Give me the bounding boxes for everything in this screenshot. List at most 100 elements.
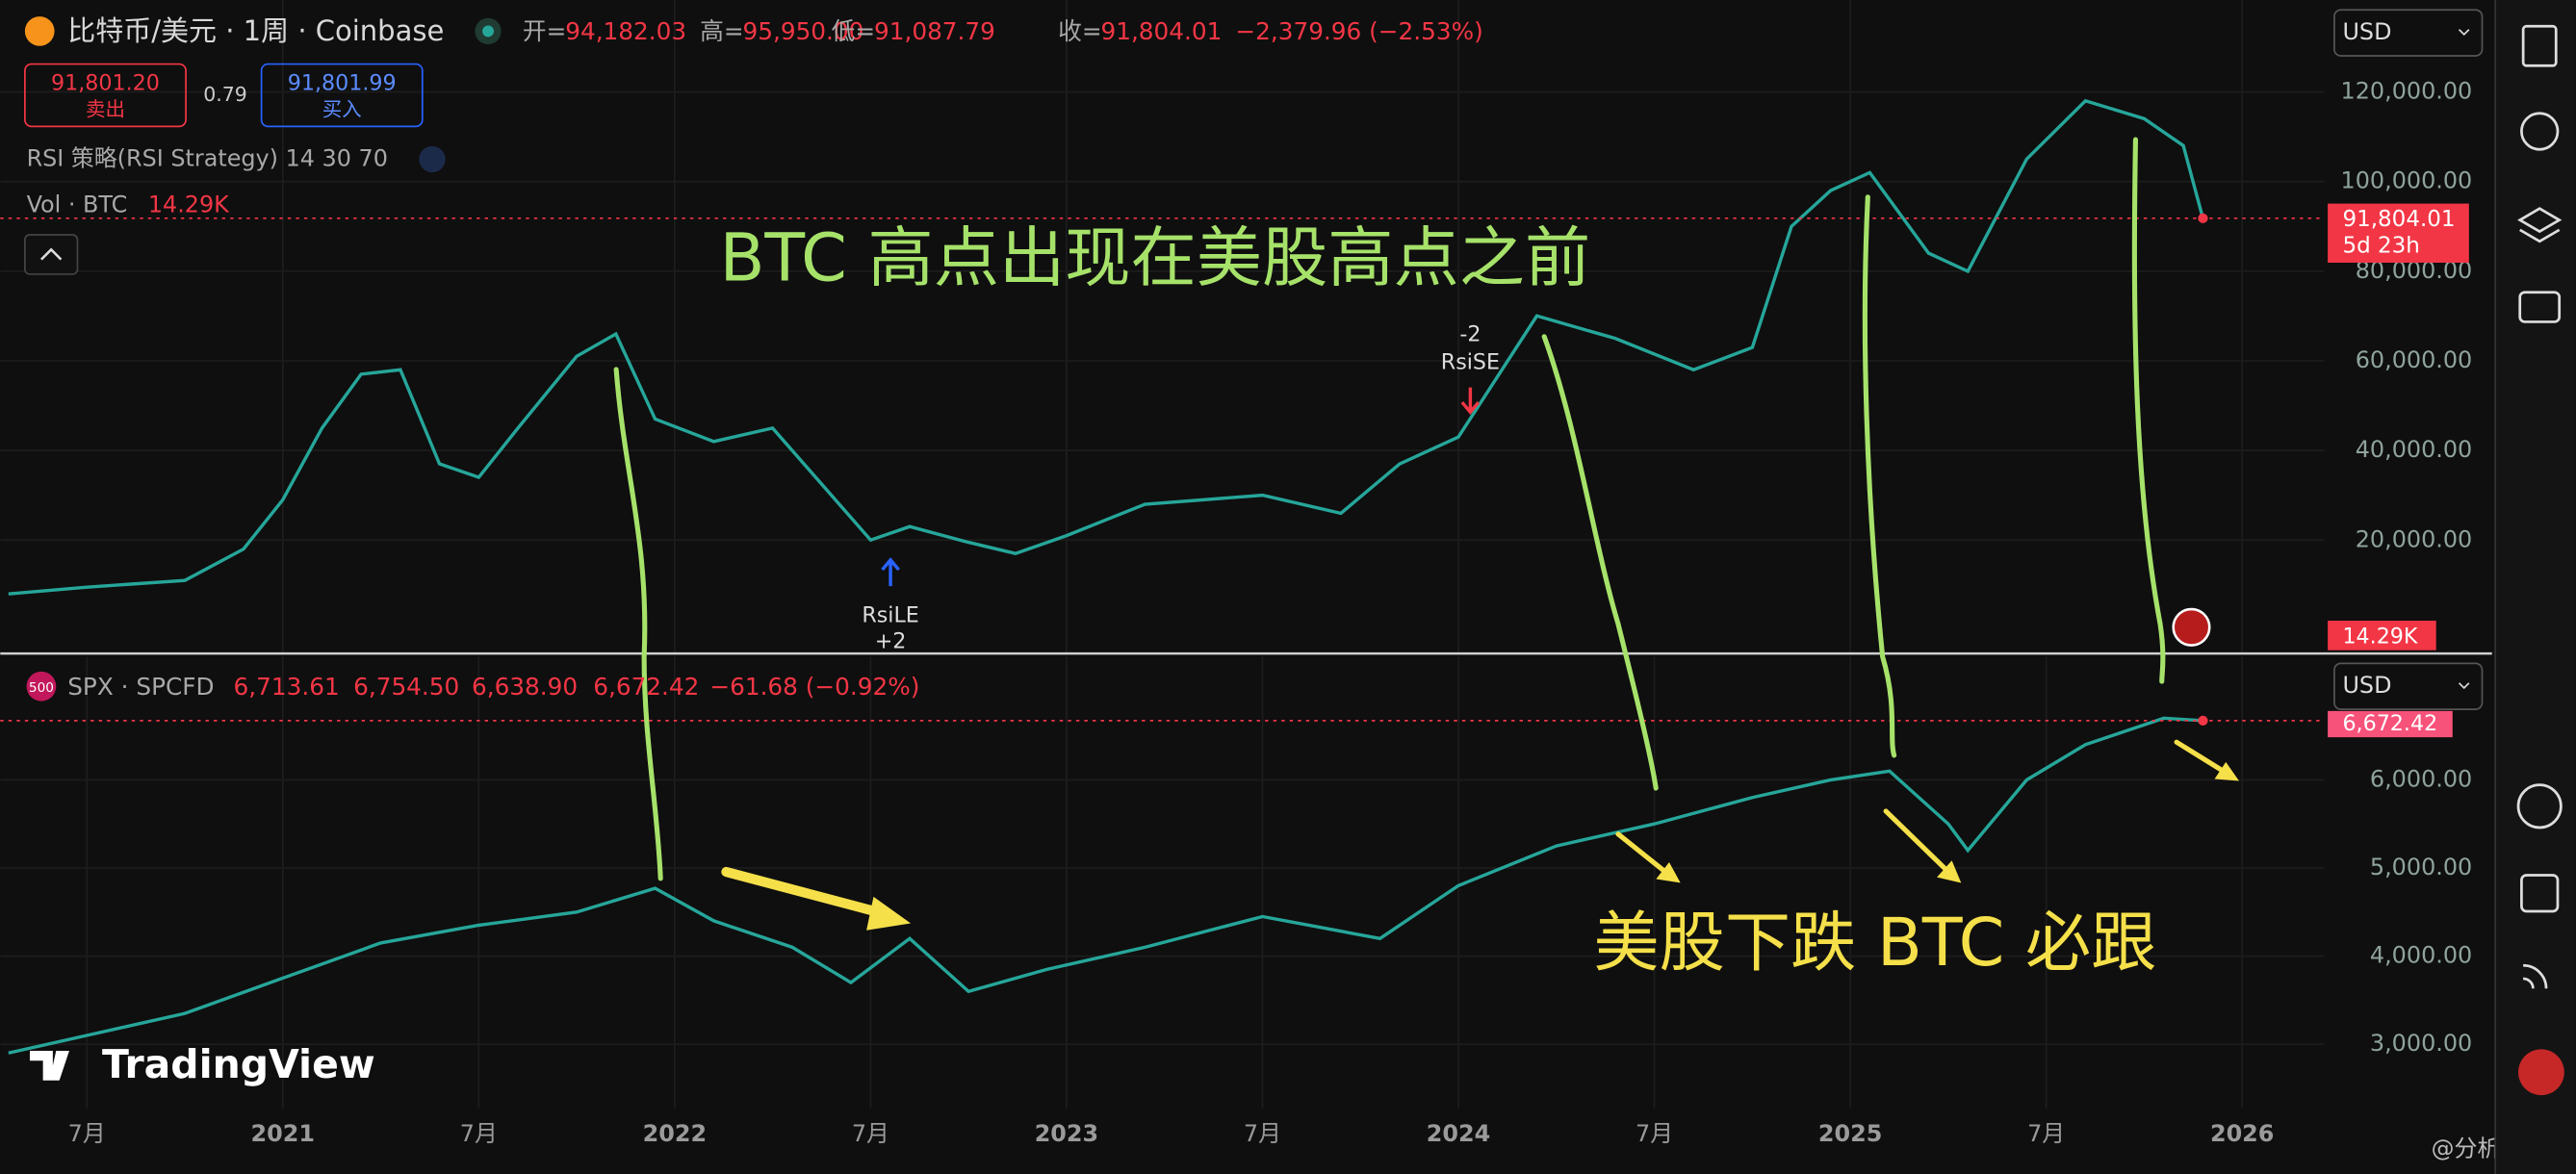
currency-select[interactable] <box>2333 662 2484 710</box>
short-arrow <box>1460 387 1481 415</box>
change: −2,379.96 (−2.53%) <box>1235 17 1482 45</box>
short-signal: RsiSE <box>1441 350 1500 375</box>
hand-line <box>1862 194 1897 758</box>
volume-label: Vol · BTC <box>27 191 128 217</box>
y-tick-label: 5,000.00 <box>2370 854 2472 880</box>
strategy-icon[interactable] <box>419 145 446 173</box>
tool-icon[interactable] <box>2516 783 2563 829</box>
y-tick-label: 20,000.00 <box>2356 525 2473 552</box>
spx-value: 6,672.42 <box>593 673 699 701</box>
x-tick-label: 7月 <box>68 1120 106 1147</box>
sell-button[interactable] <box>24 63 187 128</box>
flag-icon[interactable] <box>2172 607 2211 647</box>
buy-button[interactable] <box>260 63 424 128</box>
buy-label: 买入 <box>322 97 362 120</box>
btc-price-tag: 91,804.01 <box>2342 207 2455 232</box>
x-tick-label: 2022 <box>643 1120 707 1147</box>
y-tick-label: 60,000.00 <box>2356 346 2473 373</box>
x-tick-label: 7月 <box>852 1120 889 1147</box>
x-tick-label: 2021 <box>251 1120 315 1147</box>
currency-select[interactable] <box>2333 9 2484 57</box>
spx-symbol: SPX · SPCFD <box>67 673 214 701</box>
price-line <box>8 98 2205 596</box>
last-point <box>2198 715 2208 726</box>
spx-value: −61.68 (−0.92%) <box>709 673 919 701</box>
y-tick-label: 120,000.00 <box>2341 77 2473 104</box>
ohlc-label: 高= <box>700 17 743 45</box>
buy-price: 91,801.99 <box>288 71 397 96</box>
arrow-head <box>2214 761 2239 781</box>
long-signal: RsiLE <box>862 602 918 627</box>
tool-icon[interactable] <box>2518 291 2562 323</box>
tool-icon[interactable] <box>2518 1049 2564 1096</box>
volume-tag-text: 14.29K <box>2342 625 2417 650</box>
y-tick-label: 100,000.00 <box>2341 167 2473 194</box>
y-tick-label: 3,000.00 <box>2370 1030 2472 1057</box>
x-tick-label: 7月 <box>1244 1120 1281 1147</box>
currency: USD <box>2342 672 2391 699</box>
symbol: 比特币/美元 · 1周 · Coinbase <box>67 14 444 47</box>
ohlc-label: 低= <box>832 17 875 45</box>
collapse-button[interactable] <box>24 234 79 275</box>
ohlc-value: 91,804.01 <box>1100 17 1222 45</box>
tool-icon[interactable] <box>2520 112 2560 151</box>
long-arrow <box>881 557 900 587</box>
spread: 0.79 <box>203 83 247 106</box>
arrow <box>721 866 892 920</box>
yellow-arrows <box>721 739 2239 931</box>
x-tick-label: 2025 <box>1818 1120 1882 1147</box>
last-point <box>2198 213 2208 223</box>
grid: 20,000.0040,000.0060,000.0080,000.00100,… <box>0 0 2472 1147</box>
x-tick-label: 2026 <box>2210 1120 2274 1147</box>
spx-value: 6,713.61 <box>234 673 340 701</box>
volume-value: 14.29K <box>148 191 230 217</box>
logo: TradingView <box>102 1041 375 1087</box>
arrow <box>1883 808 1949 873</box>
tool-icon[interactable] <box>2517 207 2563 243</box>
spx-icon-text: 500 <box>29 680 54 696</box>
btc-note: BTC 高点出现在美股高点之前 <box>720 221 1591 297</box>
tool-icon[interactable] <box>2521 24 2558 67</box>
arrow-head <box>1937 860 1962 883</box>
hand-line <box>613 367 663 881</box>
arrow-head <box>1656 861 1681 883</box>
strategy: RSI 策略(RSI Strategy) 14 30 70 <box>27 145 388 172</box>
hand-line <box>2131 137 2166 684</box>
sell-price: 91,801.20 <box>51 71 160 96</box>
price-line <box>8 716 2203 1055</box>
short-qty: -2 <box>1459 322 1481 347</box>
spx-tag <box>2328 710 2453 738</box>
ohlc-label: 收= <box>1058 17 1101 45</box>
spx-values: 6,713.61 6,754.50 6,638.90 6,672.42 −61.68 (… <box>234 673 920 701</box>
status-dot <box>482 25 495 38</box>
logo-icon <box>29 1051 69 1081</box>
countdown: 5d 23h <box>2342 233 2419 258</box>
x-tick-label: 7月 <box>2027 1120 2065 1147</box>
y-tick-label: 6,000.00 <box>2370 765 2472 792</box>
arrow-head <box>866 896 912 931</box>
hand-line <box>1541 334 1659 791</box>
long-qty: +2 <box>875 629 907 654</box>
ohlc: 开=94,182.03 高=95,950.00低=91,087.79 收=91,80… <box>523 17 1223 45</box>
spx-value: 6,638.90 <box>472 673 578 701</box>
y-tick-label: 4,000.00 <box>2370 942 2472 969</box>
ohlc-value: 91,087.79 <box>874 17 995 45</box>
tool-icon[interactable] <box>2522 963 2548 989</box>
x-tick-label: 2023 <box>1035 1120 1098 1147</box>
plots <box>0 98 2325 1055</box>
collapse-icon <box>40 247 63 261</box>
ohlc-value: 94,182.03 <box>565 17 686 45</box>
spx-value: 6,754.50 <box>353 673 459 701</box>
sell-label: 卖出 <box>86 97 125 120</box>
x-tick-label: 2024 <box>1427 1120 1490 1147</box>
toolbar <box>2495 0 2576 1174</box>
arrow <box>2174 739 2228 775</box>
arrow <box>1615 831 1670 877</box>
ohlc-value: 95,950.00 <box>743 17 864 45</box>
x-tick-label: 7月 <box>460 1120 498 1147</box>
tool-icon[interactable] <box>2520 874 2560 913</box>
x-tick-label: 7月 <box>1636 1120 1673 1147</box>
select-caret <box>2458 682 2470 690</box>
